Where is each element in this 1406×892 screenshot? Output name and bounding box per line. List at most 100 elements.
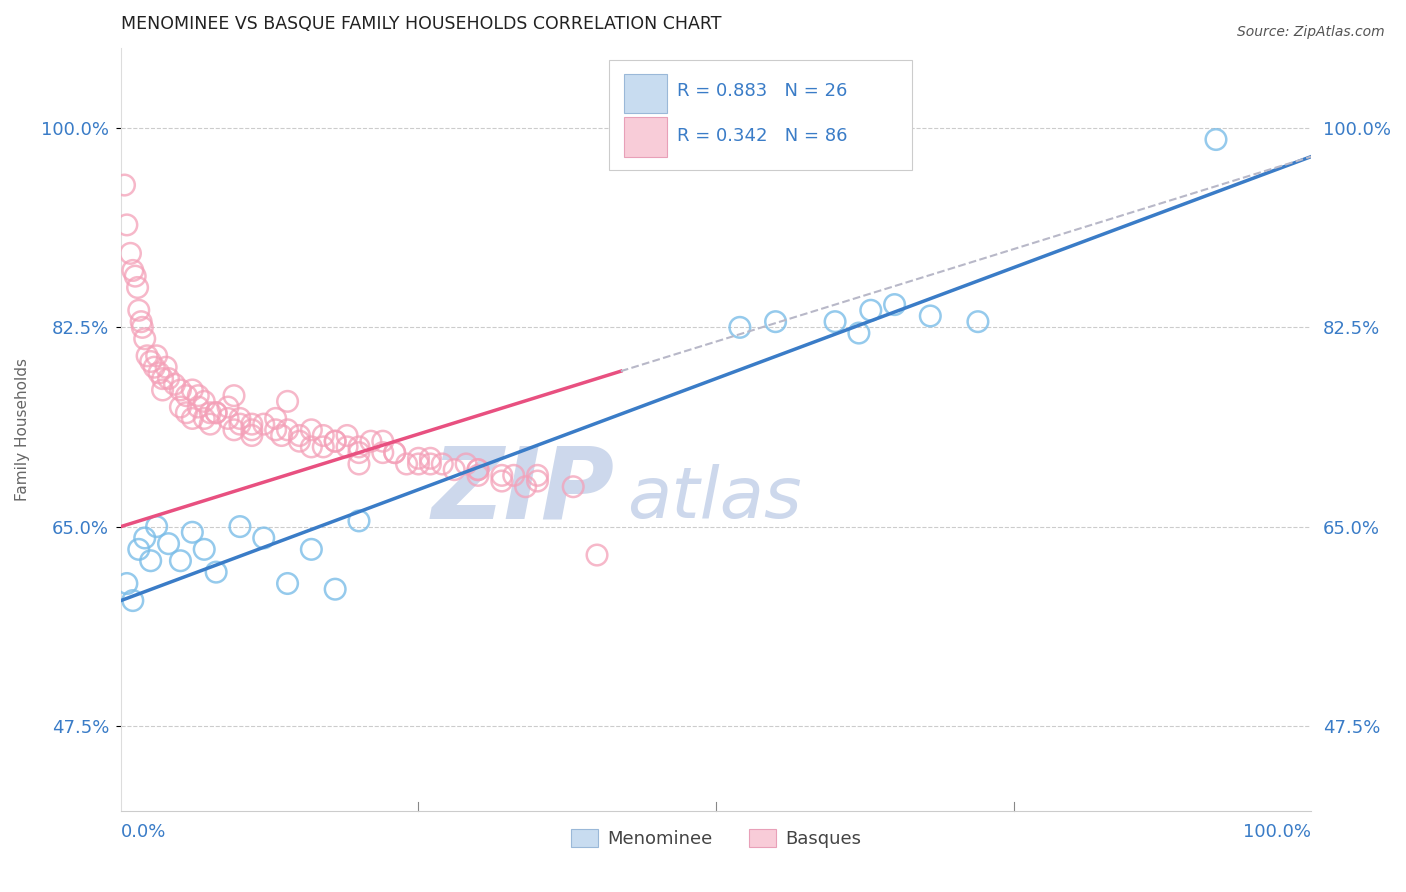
Point bbox=[136, 349, 159, 363]
Text: R = 0.883   N = 26: R = 0.883 N = 26 bbox=[676, 82, 848, 100]
Point bbox=[157, 371, 180, 385]
Point bbox=[187, 400, 209, 414]
Point bbox=[347, 457, 370, 471]
Point bbox=[128, 303, 150, 318]
Point bbox=[152, 371, 174, 385]
Point bbox=[157, 536, 180, 550]
Point bbox=[198, 417, 221, 431]
Point bbox=[432, 457, 454, 471]
Point bbox=[240, 423, 263, 437]
Point bbox=[145, 519, 167, 533]
Point bbox=[562, 480, 585, 494]
Point bbox=[139, 354, 162, 368]
Point bbox=[491, 468, 513, 483]
Point bbox=[859, 303, 882, 318]
Point bbox=[299, 440, 322, 454]
Point bbox=[115, 218, 138, 232]
Point bbox=[288, 428, 311, 442]
Point bbox=[115, 576, 138, 591]
Point bbox=[187, 389, 209, 403]
Point bbox=[169, 400, 191, 414]
Point bbox=[824, 315, 846, 329]
Point bbox=[408, 457, 430, 471]
Point bbox=[408, 451, 430, 466]
Point bbox=[336, 428, 359, 442]
Point bbox=[336, 440, 359, 454]
Point bbox=[121, 593, 143, 607]
Point bbox=[253, 417, 276, 431]
Point bbox=[181, 383, 204, 397]
Point bbox=[124, 269, 146, 284]
Point bbox=[169, 383, 191, 397]
Point bbox=[323, 434, 346, 449]
Point bbox=[586, 548, 609, 562]
Point bbox=[467, 468, 489, 483]
Point bbox=[515, 480, 537, 494]
Point bbox=[205, 565, 228, 579]
Point bbox=[134, 332, 156, 346]
Point bbox=[229, 417, 252, 431]
Point bbox=[229, 411, 252, 425]
Point bbox=[193, 394, 215, 409]
Point bbox=[765, 315, 787, 329]
Point bbox=[312, 428, 335, 442]
Point bbox=[127, 280, 149, 294]
Point bbox=[129, 315, 152, 329]
Point bbox=[467, 463, 489, 477]
Point bbox=[128, 542, 150, 557]
Point bbox=[347, 445, 370, 459]
Point bbox=[217, 411, 239, 425]
Point bbox=[120, 246, 142, 260]
Point bbox=[395, 457, 418, 471]
Text: 100.0%: 100.0% bbox=[1243, 822, 1312, 840]
Point bbox=[198, 406, 221, 420]
Point bbox=[299, 542, 322, 557]
Point bbox=[502, 468, 524, 483]
Point bbox=[143, 360, 166, 375]
Point bbox=[264, 423, 287, 437]
Point bbox=[181, 525, 204, 540]
Point bbox=[131, 320, 153, 334]
Text: ZIP: ZIP bbox=[432, 442, 614, 540]
Point bbox=[240, 428, 263, 442]
Point bbox=[193, 411, 215, 425]
Point bbox=[883, 297, 905, 311]
Point bbox=[176, 389, 198, 403]
Point bbox=[920, 309, 942, 323]
Point bbox=[384, 445, 406, 459]
Point bbox=[270, 428, 292, 442]
Point bbox=[323, 434, 346, 449]
Point bbox=[526, 468, 548, 483]
Point bbox=[121, 263, 143, 277]
Point bbox=[419, 451, 441, 466]
Point bbox=[360, 434, 382, 449]
Point bbox=[299, 423, 322, 437]
Point bbox=[371, 434, 394, 449]
Point bbox=[443, 463, 465, 477]
Point bbox=[467, 463, 489, 477]
Text: 0.0%: 0.0% bbox=[121, 822, 166, 840]
Point bbox=[217, 400, 239, 414]
Point bbox=[253, 531, 276, 545]
Point bbox=[288, 434, 311, 449]
Point bbox=[193, 542, 215, 557]
Text: atlas: atlas bbox=[627, 464, 801, 533]
Point bbox=[176, 406, 198, 420]
FancyBboxPatch shape bbox=[609, 60, 912, 170]
Point bbox=[848, 326, 870, 340]
Point bbox=[491, 474, 513, 488]
Point bbox=[277, 423, 299, 437]
FancyBboxPatch shape bbox=[624, 117, 668, 157]
Point bbox=[139, 554, 162, 568]
Point bbox=[114, 178, 136, 192]
Point bbox=[152, 383, 174, 397]
FancyBboxPatch shape bbox=[624, 74, 668, 113]
Point bbox=[347, 440, 370, 454]
Point bbox=[205, 406, 228, 420]
Legend: Menominee, Basques: Menominee, Basques bbox=[564, 822, 868, 855]
Point bbox=[181, 411, 204, 425]
Text: MENOMINEE VS BASQUE FAMILY HOUSEHOLDS CORRELATION CHART: MENOMINEE VS BASQUE FAMILY HOUSEHOLDS CO… bbox=[121, 15, 721, 33]
Y-axis label: Family Households: Family Households bbox=[15, 359, 30, 501]
Point bbox=[264, 411, 287, 425]
Point bbox=[323, 582, 346, 597]
